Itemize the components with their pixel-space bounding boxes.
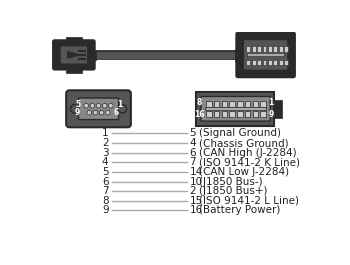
Text: 8: 8 (197, 98, 202, 107)
Text: (CAN High (J-2284): (CAN High (J-2284) (199, 148, 296, 158)
Text: 6: 6 (189, 148, 196, 158)
Text: 9: 9 (268, 111, 274, 120)
Bar (257, 46, 261, 52)
Text: 9: 9 (75, 108, 80, 117)
Circle shape (99, 110, 104, 115)
Bar (245, 101, 250, 107)
Text: 16: 16 (194, 111, 205, 120)
Bar (262, 46, 266, 52)
Circle shape (84, 103, 89, 108)
Text: 4: 4 (189, 138, 196, 148)
Bar (268, 46, 272, 52)
Bar (235, 51, 243, 59)
Text: 1: 1 (102, 129, 108, 138)
Text: 1: 1 (117, 100, 122, 109)
Text: 14: 14 (189, 167, 203, 177)
Text: 4: 4 (102, 157, 108, 167)
Text: (Signal Ground): (Signal Ground) (199, 129, 281, 138)
FancyBboxPatch shape (78, 98, 119, 120)
Text: 5: 5 (189, 129, 196, 138)
Polygon shape (196, 92, 274, 126)
Bar (66, 37, 82, 43)
Bar (274, 100, 282, 118)
Circle shape (93, 110, 98, 115)
Text: (CAN Low J-2284): (CAN Low J-2284) (199, 167, 289, 177)
Bar (214, 101, 219, 107)
Bar (252, 46, 255, 52)
Text: 5: 5 (75, 100, 80, 109)
Circle shape (108, 103, 113, 108)
Bar (246, 46, 250, 52)
Bar (222, 101, 227, 107)
Text: (ISO 9141-2 L Line): (ISO 9141-2 L Line) (199, 196, 299, 206)
Bar (245, 111, 250, 117)
Bar (230, 111, 235, 117)
Text: 8: 8 (102, 196, 108, 206)
Bar (252, 60, 255, 65)
Bar (260, 101, 266, 107)
Bar (273, 60, 277, 65)
Text: 6: 6 (114, 108, 119, 117)
Text: 6: 6 (102, 176, 108, 187)
Bar (268, 60, 272, 65)
Text: (Battery Power): (Battery Power) (199, 205, 280, 215)
Bar (279, 46, 282, 52)
Text: 10: 10 (189, 176, 203, 187)
Bar (262, 60, 266, 65)
Text: 7: 7 (189, 157, 196, 167)
Bar (206, 101, 212, 107)
FancyBboxPatch shape (201, 96, 270, 121)
Bar (284, 60, 288, 65)
Bar (230, 101, 235, 107)
Text: 2: 2 (102, 138, 108, 148)
Bar (257, 60, 261, 65)
Bar (66, 67, 82, 73)
Bar (260, 111, 266, 117)
Bar (273, 46, 277, 52)
Bar (253, 111, 258, 117)
Bar (279, 60, 282, 65)
Text: 9: 9 (102, 205, 108, 215)
Bar (237, 111, 243, 117)
Text: 7: 7 (102, 186, 108, 196)
Text: 15: 15 (189, 196, 203, 206)
Circle shape (70, 105, 79, 113)
Text: 3: 3 (102, 148, 108, 158)
Circle shape (87, 110, 92, 115)
Text: (J1850 Bus+): (J1850 Bus+) (199, 186, 267, 196)
Circle shape (90, 103, 94, 108)
Circle shape (105, 110, 110, 115)
FancyBboxPatch shape (236, 33, 295, 77)
Bar (206, 111, 212, 117)
Text: (J1850 Bus-): (J1850 Bus-) (199, 176, 262, 187)
Bar (284, 46, 288, 52)
Bar (214, 111, 219, 117)
Text: 16: 16 (189, 205, 203, 215)
Text: 5: 5 (102, 167, 108, 177)
Bar (237, 101, 243, 107)
Circle shape (118, 105, 127, 113)
Text: 1: 1 (268, 98, 274, 107)
FancyBboxPatch shape (66, 90, 131, 127)
FancyBboxPatch shape (53, 40, 94, 69)
Bar (222, 111, 227, 117)
Bar (246, 60, 250, 65)
FancyBboxPatch shape (60, 46, 88, 64)
Bar (205, 107, 266, 110)
Bar (235, 49, 239, 61)
Bar (247, 52, 284, 56)
Circle shape (102, 103, 107, 108)
Bar (87, 50, 96, 60)
Bar (253, 101, 258, 107)
Circle shape (96, 103, 101, 108)
Polygon shape (68, 52, 79, 58)
Text: 2: 2 (189, 186, 196, 196)
FancyBboxPatch shape (243, 39, 288, 70)
Text: (Chassis Ground): (Chassis Ground) (199, 138, 288, 148)
Text: (ISO 9141-2 K Line): (ISO 9141-2 K Line) (199, 157, 300, 167)
